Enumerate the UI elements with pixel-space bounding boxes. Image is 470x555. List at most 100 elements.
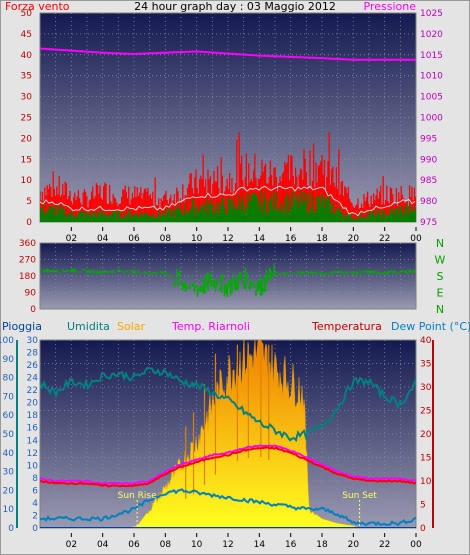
y-tick-label: 0: [420, 524, 426, 534]
sun-rise-label: Sun Rise: [118, 491, 157, 501]
y-tick-label: 25: [21, 114, 32, 124]
compass-label: N: [436, 237, 444, 250]
x-tick-label: 10: [191, 540, 203, 550]
x-tick-label: 16: [285, 540, 297, 550]
y-tick-label: 90: [3, 355, 15, 365]
y-tick-label: 10: [27, 461, 39, 471]
x-tick-label: 18: [316, 234, 328, 244]
humidity-series: [40, 366, 416, 443]
y-tick-label: 40: [3, 449, 15, 459]
x-tick-label: 12: [222, 234, 233, 244]
y-tick-label: 12: [27, 449, 38, 459]
y-tick-label: 5: [26, 197, 32, 207]
y-tick-label: 35: [21, 72, 32, 82]
y-tick-label: 50: [21, 9, 33, 19]
y-tick-label: 28: [27, 349, 39, 359]
x-tick-label: 00: [410, 234, 422, 244]
y-tick-label: 0: [30, 305, 36, 315]
y-tick-label: 26: [27, 361, 39, 371]
y-tick-label: 20: [21, 134, 33, 144]
y-tick-label: 20: [3, 486, 15, 496]
compass-label: E: [437, 287, 444, 300]
temp-riarnoli-series: [40, 444, 416, 485]
y-tick-label: 40: [21, 51, 33, 61]
y-tick-label: 45: [21, 30, 32, 40]
x-tick-label: 06: [128, 234, 140, 244]
humidity-legend-label: Umidita: [67, 320, 110, 333]
y-tick-label: 6: [32, 486, 38, 496]
y-tick-label: 70: [3, 392, 15, 402]
y-tick-label: 22: [27, 386, 38, 396]
y-tick-label: 30: [21, 93, 33, 103]
x-tick-label: 18: [316, 540, 328, 550]
y-tick-label: 10: [420, 477, 432, 487]
y-tick-label: 30: [27, 336, 39, 346]
compass-label: S: [437, 270, 444, 283]
sun-set-label: Sun Set: [342, 491, 377, 501]
x-tick-label: 22: [379, 234, 390, 244]
y-tick-label: 15: [21, 155, 32, 165]
compass-label: N: [436, 303, 444, 316]
compass-label: W: [435, 254, 446, 267]
y-tick-label: 1010: [420, 72, 443, 82]
wind-pressure-panel: Forza vento 24 hour graph day : 03 Maggi…: [5, 0, 443, 244]
y-tick-label: 360: [19, 239, 36, 249]
x-tick-label: 08: [160, 540, 172, 550]
y-tick-label: 20: [27, 399, 39, 409]
pressure-series: [40, 47, 416, 61]
chart-title: 24 hour graph day : 03 Maggio 2012: [134, 0, 336, 13]
y-tick-label: 25: [420, 407, 431, 417]
y-tick-label: 90: [25, 289, 37, 299]
temperature-panel: Sun Rise Sun Set Pioggia Umidita Solar T…: [0, 320, 470, 550]
x-tick-label: 22: [379, 540, 390, 550]
y-tick-label: 0: [26, 218, 32, 228]
y-tick-label: 1015: [420, 51, 443, 61]
dew-point-series: [40, 488, 416, 527]
y-tick-label: 1020: [420, 30, 443, 40]
y-tick-label: 100: [0, 336, 14, 346]
y-tick-label: 1005: [420, 93, 443, 103]
dew-point-legend-label: Dew Point (°C): [391, 320, 470, 333]
x-tick-label: 06: [128, 540, 140, 550]
y-tick-label: 990: [420, 155, 437, 165]
y-tick-label: 995: [420, 134, 437, 144]
x-tick-label: 20: [348, 234, 360, 244]
y-tick-label: 5: [420, 501, 426, 511]
y-tick-label: 180: [19, 272, 36, 282]
y-tick-label: 15: [420, 454, 431, 464]
y-tick-label: 2: [32, 511, 38, 521]
x-tick-label: 14: [254, 540, 266, 550]
y-tick-label: 30: [3, 468, 15, 478]
y-tick-label: 985: [420, 176, 437, 186]
x-tick-label: 02: [66, 234, 77, 244]
wind-mean-line: [40, 185, 416, 217]
y-tick-label: 18: [27, 411, 39, 421]
y-tick-label: 10: [21, 176, 33, 186]
x-tick-label: 14: [254, 234, 266, 244]
y-tick-label: 50: [3, 430, 15, 440]
y-tick-label: 270: [19, 256, 36, 266]
x-tick-label: 20: [348, 540, 360, 550]
pressure-axis-label: Pressione: [364, 0, 417, 13]
y-tick-label: 0: [8, 524, 14, 534]
temperature-legend-label: Temperatura: [311, 320, 382, 333]
y-tick-label: 4: [32, 499, 38, 509]
y-tick-label: 60: [3, 411, 15, 421]
x-tick-label: 10: [191, 234, 203, 244]
x-tick-label: 00: [410, 540, 422, 550]
y-tick-label: 980: [420, 197, 437, 207]
solar-legend-label: Solar: [117, 320, 146, 333]
y-tick-label: 30: [420, 383, 432, 393]
y-tick-label: 1025: [420, 9, 443, 19]
y-tick-label: 40: [420, 336, 432, 346]
y-tick-label: 975: [420, 218, 437, 228]
y-tick-label: 10: [3, 505, 15, 515]
x-tick-label: 04: [97, 234, 109, 244]
y-tick-label: 8: [32, 474, 38, 484]
y-tick-label: 14: [27, 436, 39, 446]
x-tick-label: 02: [66, 540, 77, 550]
y-tick-label: 80: [3, 374, 15, 384]
temp-riarnoli-legend-label: Temp. Riarnoli: [171, 320, 250, 333]
